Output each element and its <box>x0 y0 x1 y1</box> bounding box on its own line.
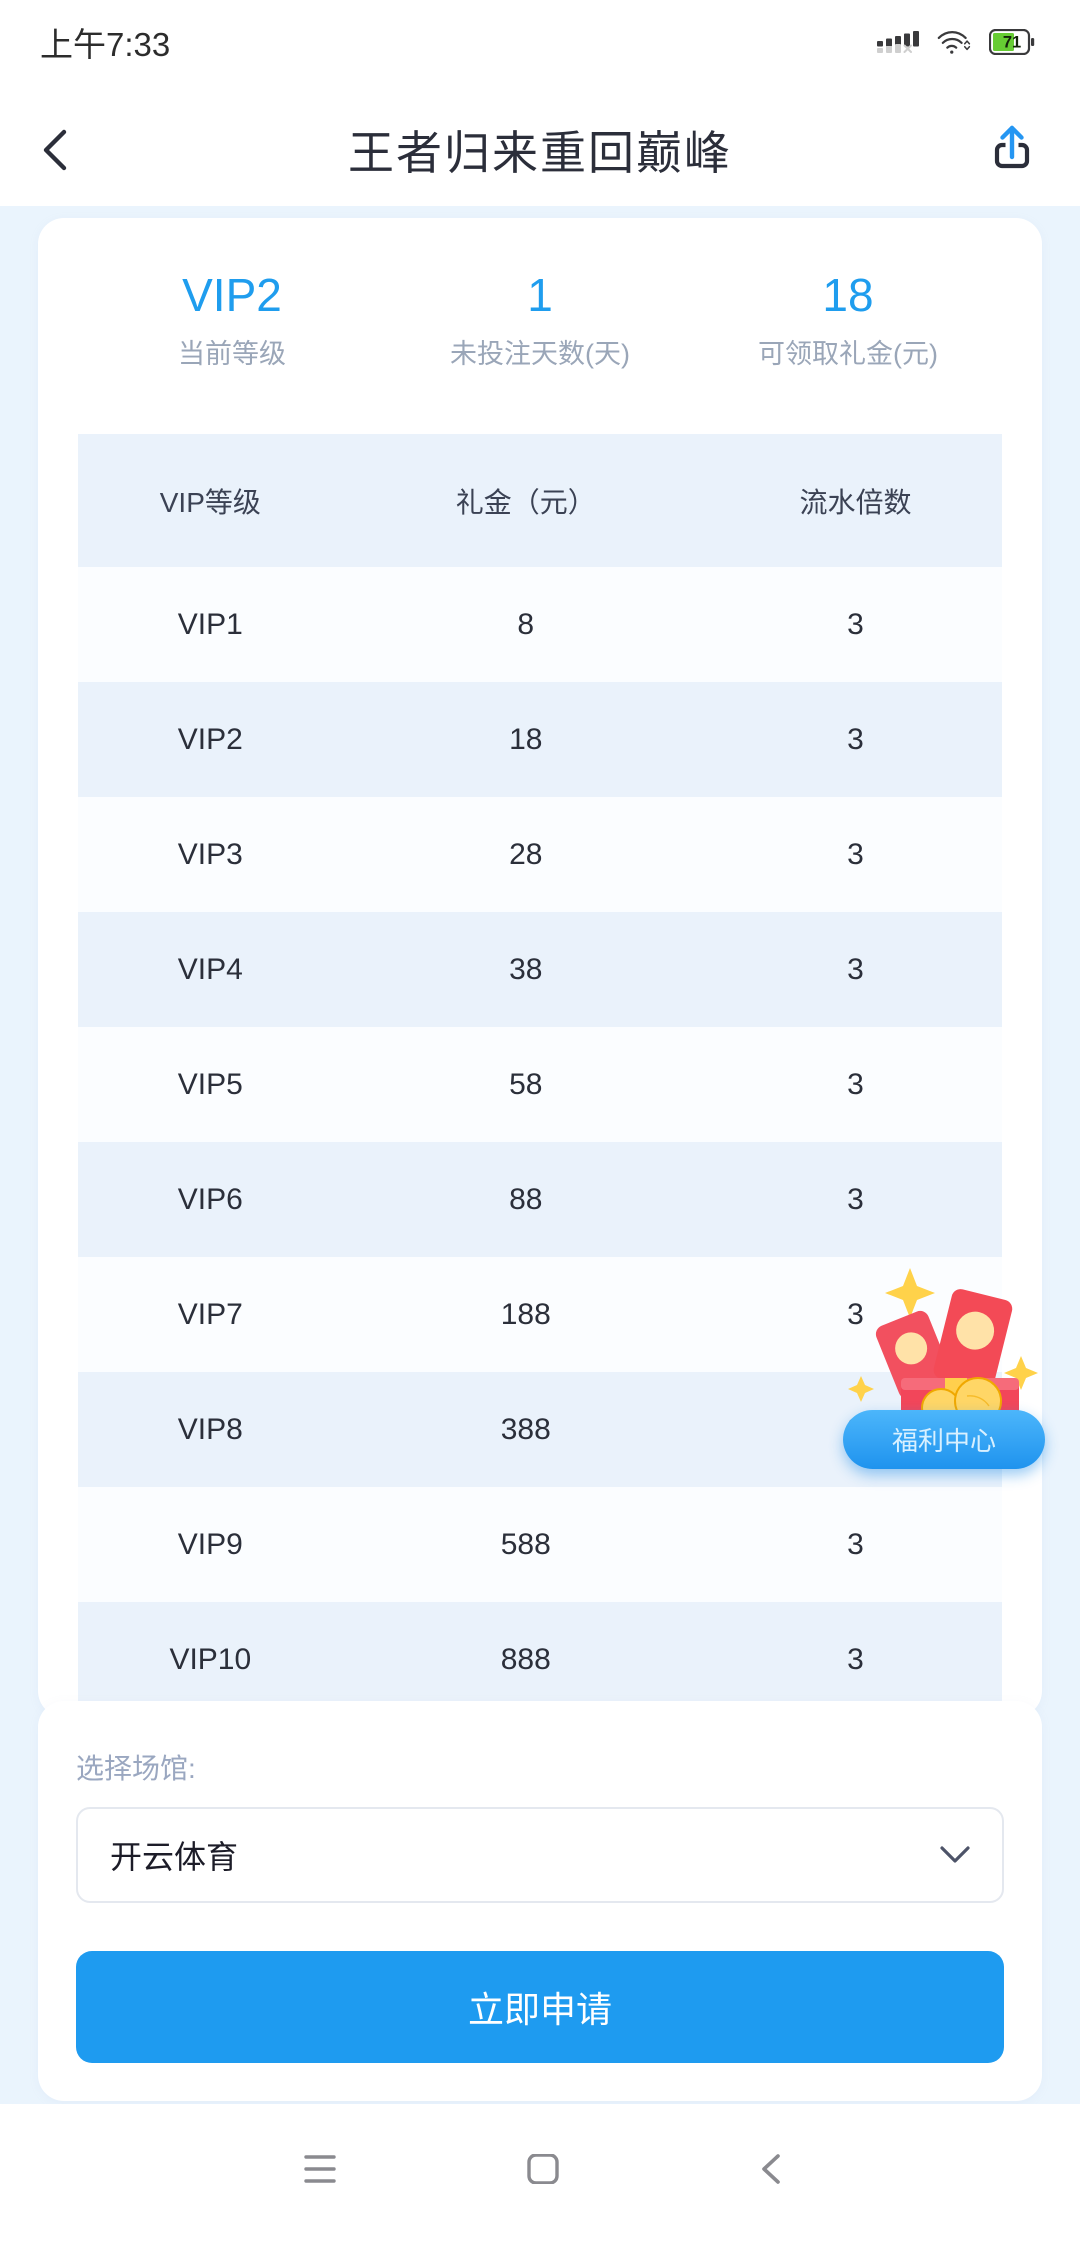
svg-text:71: 71 <box>1003 34 1021 52</box>
